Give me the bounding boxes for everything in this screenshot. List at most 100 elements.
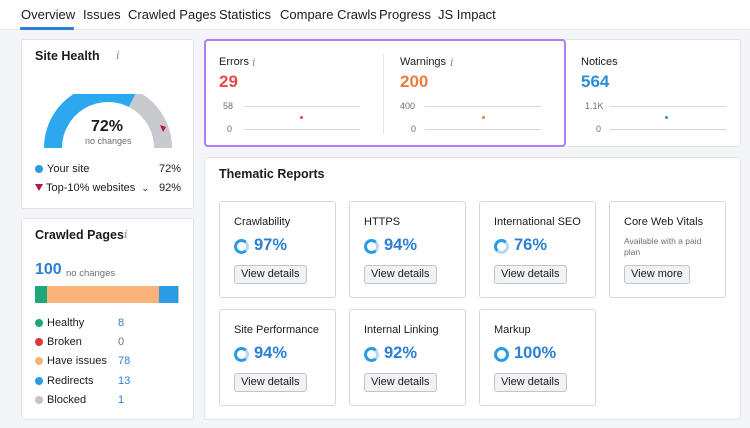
crawled-pages-total[interactable]: 100 xyxy=(35,261,62,278)
errors-grid-bottom xyxy=(244,129,360,130)
metrics-divider xyxy=(383,54,384,134)
tab-progress[interactable]: Progress xyxy=(379,7,432,22)
progress-ring-icon xyxy=(234,347,249,362)
tab-js-impact[interactable]: JS Impact xyxy=(438,7,496,22)
errors-axis-top: 58 xyxy=(223,101,234,111)
tile-title: International SEO xyxy=(494,216,581,228)
tab-crawled-pages[interactable]: Crawled Pages xyxy=(128,7,217,22)
broken-dot xyxy=(35,338,43,346)
view-more-button[interactable]: View more xyxy=(624,265,690,284)
errors-grid-top xyxy=(244,106,360,107)
notices-axis-top: 1.1K xyxy=(585,101,604,111)
tile-crawlability[interactable]: Crawlability 97% View details xyxy=(219,201,336,298)
active-tab-indicator xyxy=(20,27,74,30)
row-have-issues[interactable]: Have issues 78 xyxy=(35,355,135,367)
top10-marker xyxy=(160,125,166,132)
chevron-down-icon: ⌄ xyxy=(141,183,149,193)
gauge-remaining-arc xyxy=(128,94,172,149)
row-healthy[interactable]: Healthy 8 xyxy=(35,317,135,329)
tile-markup[interactable]: Markup 100% View details xyxy=(479,309,596,406)
blocked-dot xyxy=(35,396,43,404)
view-details-button[interactable]: View details xyxy=(364,265,437,284)
legend-top10[interactable]: Top-10% websites ⌄ 92% xyxy=(35,182,181,196)
tile-site-performance[interactable]: Site Performance 94% View details xyxy=(219,309,336,406)
healthy-dot xyxy=(35,319,43,327)
errors-label[interactable]: Errors xyxy=(219,56,249,68)
tile-title: Internal Linking xyxy=(364,324,439,336)
crawled-pages-stacked-bar xyxy=(35,286,179,303)
errors-axis-bottom: 0 xyxy=(227,124,233,134)
errors-value[interactable]: 29 xyxy=(219,72,238,91)
crawled-pages-title[interactable]: Crawled Pages xyxy=(35,228,124,242)
site-health-score: 72% xyxy=(91,118,124,135)
view-details-button[interactable]: View details xyxy=(234,373,307,392)
issues-metrics-card: Errors i 29 58 0 Warnings i 200 400 0 No… xyxy=(204,39,741,147)
top-navigation: Overview Issues Crawled Pages Statistics… xyxy=(0,0,750,30)
tile-title: HTTPS xyxy=(364,216,401,228)
stackbar-segment-healthy xyxy=(35,286,47,303)
row-redirects[interactable]: Redirects 13 xyxy=(35,375,135,387)
tile-score[interactable]: 76% xyxy=(494,236,547,255)
view-details-button[interactable]: View details xyxy=(494,265,567,284)
notices-label[interactable]: Notices xyxy=(581,56,618,68)
have-issues-dot xyxy=(35,357,43,365)
tile-title: Crawlability xyxy=(234,216,291,228)
tile-title: Markup xyxy=(494,324,531,336)
warnings-value[interactable]: 200 xyxy=(400,72,429,91)
info-icon[interactable]: i xyxy=(252,56,256,69)
warnings-grid-bottom xyxy=(425,129,541,130)
errors-warnings-highlight xyxy=(204,39,566,147)
progress-ring-icon xyxy=(364,239,379,254)
top10-triangle-icon xyxy=(35,184,43,191)
stackbar-segment-redirects xyxy=(158,286,178,303)
progress-ring-icon xyxy=(234,239,249,254)
tab-overview[interactable]: Overview xyxy=(21,7,76,22)
gauge-your-site-arc xyxy=(44,94,136,149)
errors-trend-point xyxy=(300,116,303,119)
tab-compare-crawls[interactable]: Compare Crawls xyxy=(280,7,377,22)
tile-core-web-vitals[interactable]: Core Web Vitals Available with a paid pl… xyxy=(609,201,726,298)
tile-score[interactable]: 94% xyxy=(364,236,417,255)
tile-https[interactable]: HTTPS 94% View details xyxy=(349,201,466,298)
tile-title: Core Web Vitals xyxy=(624,216,704,228)
crawled-pages-change: no changes xyxy=(66,268,116,279)
row-blocked[interactable]: Blocked 1 xyxy=(35,394,135,406)
tile-score[interactable]: 100% xyxy=(494,344,556,363)
view-details-button[interactable]: View details xyxy=(234,265,307,284)
thematic-reports-title: Thematic Reports xyxy=(219,167,325,181)
notices-grid-bottom xyxy=(610,129,726,130)
redirects-dot xyxy=(35,377,43,385)
row-broken: Broken 0 xyxy=(35,336,135,348)
notices-grid-top xyxy=(610,106,726,107)
notices-value[interactable]: 564 xyxy=(581,72,610,91)
info-icon[interactable]: i xyxy=(124,228,128,241)
thematic-reports-card: Thematic Reports Crawlability 97% View d… xyxy=(204,157,741,420)
tile-score[interactable]: 92% xyxy=(364,344,417,363)
tile-score[interactable]: 94% xyxy=(234,344,287,363)
warnings-trend-point xyxy=(482,116,485,119)
view-details-button[interactable]: View details xyxy=(364,373,437,392)
info-icon[interactable]: i xyxy=(116,49,120,62)
tile-international-seo[interactable]: International SEO 76% View details xyxy=(479,201,596,298)
warnings-axis-top: 400 xyxy=(400,101,416,111)
progress-ring-icon xyxy=(494,347,509,362)
notices-axis-bottom: 0 xyxy=(596,124,602,134)
site-health-gauge xyxy=(44,94,172,149)
warnings-axis-bottom: 0 xyxy=(411,124,417,134)
info-icon[interactable]: i xyxy=(450,56,454,69)
warnings-label[interactable]: Warnings xyxy=(400,56,447,68)
site-health-title: Site Health xyxy=(35,49,100,63)
tab-statistics[interactable]: Statistics xyxy=(219,7,272,22)
stackbar-segment-have-issues xyxy=(46,286,159,303)
tab-issues[interactable]: Issues xyxy=(83,7,121,22)
tile-score[interactable]: 97% xyxy=(234,236,287,255)
crawled-pages-card: Crawled Pages i 100 no changes Healthy 8… xyxy=(21,218,194,420)
view-details-button[interactable]: View details xyxy=(494,373,567,392)
paid-plan-note: Available with a paid plan xyxy=(624,236,702,257)
site-health-change: no changes xyxy=(85,136,132,146)
tile-internal-linking[interactable]: Internal Linking 92% View details xyxy=(349,309,466,406)
notices-trend-point xyxy=(665,116,668,119)
tile-title: Site Performance xyxy=(234,324,319,336)
progress-ring-icon xyxy=(364,347,379,362)
warnings-grid-top xyxy=(425,106,541,107)
